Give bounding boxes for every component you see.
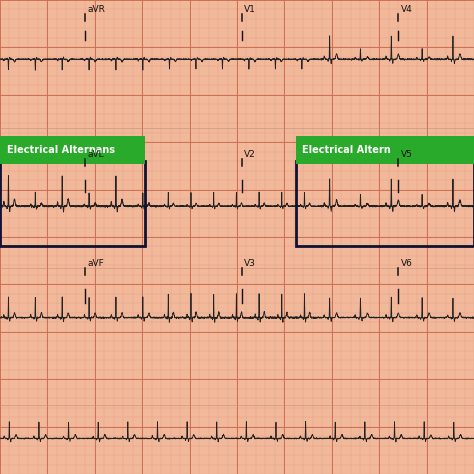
Bar	[0, 136, 145, 164]
Text: V1: V1	[244, 5, 256, 14]
Text: Electrical Alternans: Electrical Alternans	[7, 145, 115, 155]
Text: V2: V2	[244, 150, 256, 159]
Text: V4: V4	[401, 5, 412, 14]
Text: aVL: aVL	[88, 150, 104, 159]
Text: aVF: aVF	[88, 259, 104, 268]
Bar	[0, 161, 145, 246]
Bar	[296, 136, 474, 164]
Text: V6: V6	[401, 259, 412, 268]
Text: Electrical Altern: Electrical Altern	[302, 145, 391, 155]
Text: V5: V5	[401, 150, 412, 159]
Text: aVR: aVR	[88, 5, 106, 14]
Text: V3: V3	[244, 259, 256, 268]
Bar	[296, 161, 474, 246]
